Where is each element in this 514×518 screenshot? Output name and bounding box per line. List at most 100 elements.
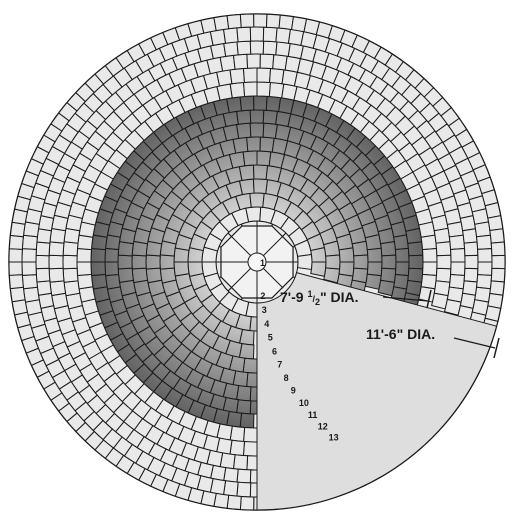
paver-light	[450, 248, 466, 263]
paver-dark	[246, 136, 261, 152]
outer-diameter-callout: 11'-6" DIA.	[366, 326, 500, 359]
paver-dark	[394, 247, 410, 263]
paver-light	[35, 241, 51, 257]
paver-dark	[104, 247, 120, 263]
paver-light	[422, 261, 438, 276]
paver-dark	[325, 254, 341, 270]
octagon-spoke	[263, 268, 284, 289]
octagon-spokes	[220, 225, 294, 299]
paver-light	[433, 227, 451, 244]
paver-light	[297, 253, 313, 271]
paver-light	[253, 13, 268, 28]
paver-light	[229, 439, 245, 457]
paver-light	[22, 286, 40, 303]
paver-light	[226, 14, 242, 30]
paver-light	[490, 241, 506, 257]
paver-light	[48, 241, 65, 257]
octagon-spoke	[230, 235, 251, 256]
paver-dark	[380, 241, 397, 257]
paver-dark	[236, 122, 252, 139]
ring-label-3: 3	[262, 305, 267, 315]
paver-light	[63, 280, 81, 297]
paver-light	[222, 27, 239, 44]
paver-dark	[256, 150, 272, 167]
paver-light	[462, 228, 478, 244]
paver-light	[275, 27, 292, 44]
paver-light	[243, 427, 258, 443]
paver-light	[209, 28, 227, 46]
paver-light	[36, 280, 52, 296]
paver-light	[278, 14, 295, 31]
paver-light	[226, 494, 242, 510]
paver-light	[48, 254, 64, 270]
paver-light	[477, 261, 493, 276]
paver-dark	[236, 109, 252, 125]
paver-light	[213, 15, 230, 32]
octagon-spoke	[230, 268, 251, 289]
paver-dark	[131, 267, 149, 284]
ring-label-1: 1	[260, 258, 265, 268]
paver-dark	[117, 254, 133, 270]
paver-dark	[232, 136, 249, 154]
ring-label-9: 9	[291, 386, 296, 396]
paver-light	[448, 234, 466, 250]
octagon-spoke	[263, 235, 284, 256]
paver-dark	[159, 254, 175, 270]
inner-diameter-callout: 7'-9 1/2" DIA.	[280, 289, 432, 309]
paver-light	[489, 228, 505, 244]
ring-label-2: 2	[260, 291, 265, 301]
paver-light	[229, 81, 246, 99]
ring-label-12: 12	[318, 422, 328, 432]
paver-light	[21, 248, 37, 263]
paver-light	[239, 495, 255, 511]
paver-dark	[394, 261, 410, 277]
paver-dark	[252, 164, 269, 181]
paver-light	[35, 267, 51, 283]
paver-light	[48, 267, 65, 283]
paver-light	[435, 267, 452, 283]
paver-light	[463, 267, 479, 283]
paver-dark	[104, 261, 120, 277]
paver-light	[489, 280, 505, 296]
paver-light	[246, 53, 261, 69]
paver-dark	[105, 273, 121, 290]
paver-dark	[262, 109, 278, 125]
paver-light	[435, 241, 452, 257]
paver-light	[76, 261, 93, 276]
paver-dark	[253, 95, 268, 111]
paver-light	[242, 67, 258, 83]
paver-dark	[364, 234, 382, 251]
paver-light	[236, 481, 252, 498]
paver-dark	[351, 240, 369, 257]
paver-light	[448, 274, 466, 290]
paver-light	[223, 467, 239, 483]
ring-label-6: 6	[272, 346, 277, 356]
paver-light	[21, 234, 38, 250]
paver-dark	[173, 261, 190, 277]
paver-dark	[239, 412, 255, 429]
paver-light	[420, 234, 438, 251]
ring-label-7: 7	[277, 360, 282, 370]
paver-dark	[338, 247, 355, 263]
paver-light	[242, 441, 258, 457]
paver-dark	[145, 267, 163, 284]
inner-diameter-tick	[426, 289, 432, 309]
paver-light	[239, 13, 255, 29]
paver-light	[8, 261, 23, 276]
paver-light	[62, 267, 79, 283]
paver-light	[219, 54, 236, 72]
paver-light	[222, 480, 239, 497]
paver-light	[462, 280, 478, 296]
paver-light	[236, 468, 252, 484]
paver-light	[62, 241, 79, 257]
paver-dark	[249, 109, 265, 124]
paver-light	[256, 81, 271, 98]
paver-dark	[238, 164, 255, 181]
paver-light	[262, 40, 278, 56]
paver-dark	[90, 247, 107, 263]
paver-dark	[242, 357, 258, 374]
paver-light	[249, 40, 265, 55]
ring-label-5: 5	[268, 333, 273, 343]
